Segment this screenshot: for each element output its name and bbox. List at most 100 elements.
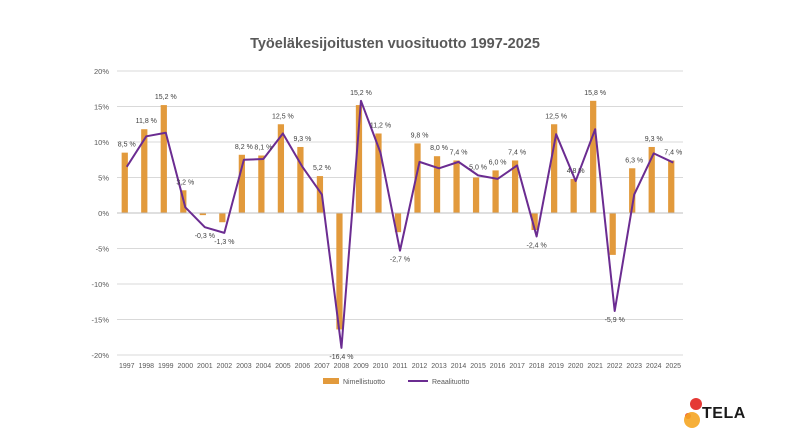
y-tick-label: 10% <box>94 138 109 147</box>
x-tick-label: 2005 <box>275 363 291 370</box>
data-label: 7,4 % <box>450 149 468 156</box>
data-label: 15,2 % <box>155 94 177 101</box>
bar <box>238 154 245 213</box>
x-tick-label: 2025 <box>665 363 681 370</box>
x-tick-label: 2009 <box>353 363 369 370</box>
data-label: -1,3 % <box>214 239 234 246</box>
bar <box>492 170 499 213</box>
bar <box>375 133 382 213</box>
bar <box>199 213 206 216</box>
data-label: -16,4 % <box>329 354 353 361</box>
data-label: 6,0 % <box>489 159 507 166</box>
logo-text: TELA <box>702 405 746 422</box>
bar <box>433 156 441 213</box>
x-tick-label: 2019 <box>548 363 564 370</box>
bar <box>219 213 226 223</box>
y-tick-label: -5% <box>96 245 110 254</box>
bar <box>511 160 519 213</box>
x-tick-label: 2002 <box>217 363 233 370</box>
bar <box>160 105 167 213</box>
data-label: 8,1 % <box>254 144 272 151</box>
bars <box>121 100 675 330</box>
data-label: 4,8 % <box>567 168 585 175</box>
x-tick-label: 2022 <box>607 363 623 370</box>
bar <box>141 129 148 213</box>
tela-logo <box>684 398 702 428</box>
x-tick-label: 2015 <box>470 363 486 370</box>
bar <box>551 124 558 213</box>
bar <box>668 160 675 213</box>
data-label: 3,2 % <box>176 179 194 186</box>
x-tick-label: 1998 <box>138 363 154 370</box>
y-tick-label: 5% <box>98 174 109 183</box>
data-label: -0,3 % <box>195 233 215 240</box>
logo-dot-orange <box>684 412 700 428</box>
data-label: 8,0 % <box>430 145 448 152</box>
bar <box>472 177 480 213</box>
data-label: -2,4 % <box>527 242 547 249</box>
x-tick-label: 2014 <box>451 363 467 370</box>
x-tick-label: 1997 <box>119 363 135 370</box>
y-tick-label: 15% <box>94 103 109 112</box>
x-tick-label: 2017 <box>509 363 525 370</box>
y-axis: -20% -15% -10% -5% 0% 5% 10% 15% 20% <box>91 67 109 360</box>
x-tick-label: 2021 <box>587 363 603 370</box>
bar <box>316 176 324 213</box>
bar <box>590 100 597 213</box>
legend-label-bar: Nimellistuotto <box>343 379 385 386</box>
data-label: -5,9 % <box>605 317 625 324</box>
x-tick-label: 2012 <box>412 363 428 370</box>
legend: Nimellistuotto Reaalituotto <box>323 378 469 386</box>
y-tick-label: 0% <box>98 209 109 218</box>
bar <box>531 213 538 231</box>
x-tick-label: 2008 <box>334 363 350 370</box>
x-tick-label: 2011 <box>392 363 407 370</box>
series-line <box>125 99 674 349</box>
x-tick-label: 2003 <box>236 363 252 370</box>
bar <box>570 178 577 213</box>
bar <box>121 152 128 213</box>
bar <box>453 160 460 213</box>
data-label: 8,2 % <box>235 144 253 151</box>
real-return-line <box>125 99 674 349</box>
data-label: 12,5 % <box>545 113 567 120</box>
data-label: 9,8 % <box>411 132 429 139</box>
x-tick-label: 2006 <box>295 363 311 370</box>
bar <box>277 124 285 213</box>
x-tick-label: 2010 <box>373 363 389 370</box>
data-label: 7,4 % <box>664 149 682 156</box>
bar <box>414 143 421 213</box>
logo-dot-red <box>690 398 702 410</box>
legend-swatch-bar <box>323 378 339 384</box>
data-label: 11,2 % <box>370 122 391 129</box>
x-tick-label: 2020 <box>568 363 584 370</box>
y-tick-label: -15% <box>91 316 109 325</box>
x-tick-label: 2013 <box>431 363 447 370</box>
data-label: 5,0 % <box>469 164 487 171</box>
bar <box>394 213 402 233</box>
y-tick-label: -20% <box>91 351 109 360</box>
data-label: 7,4 % <box>508 149 526 156</box>
y-tick-label: 20% <box>94 67 109 76</box>
bar <box>355 105 363 213</box>
x-tick-label: 2024 <box>646 363 662 370</box>
data-label: 6,3 % <box>625 157 643 164</box>
x-tick-label: 2000 <box>178 363 194 370</box>
chart-title: Työeläkesijoitusten vuosituotto 1997-202… <box>250 36 540 52</box>
bar <box>609 213 616 255</box>
y-tick-label: -10% <box>91 280 109 289</box>
x-tick-label: 2018 <box>529 363 545 370</box>
data-label: 15,8 % <box>584 90 606 97</box>
data-label: 11,8 % <box>136 118 157 125</box>
data-label: 5,2 % <box>313 165 331 172</box>
x-tick-label: 2016 <box>490 363 506 370</box>
data-label: 8,5 % <box>118 142 136 149</box>
bar <box>648 146 655 213</box>
bar <box>297 146 304 213</box>
data-label: -2,7 % <box>390 257 410 264</box>
x-tick-label: 2001 <box>197 363 213 370</box>
bar <box>336 213 343 330</box>
x-tick-label: 1999 <box>158 363 174 370</box>
data-labels: 8,5 %11,8 %15,2 %3,2 %-0,3 %-1,3 %8,2 % 8… <box>118 90 682 361</box>
